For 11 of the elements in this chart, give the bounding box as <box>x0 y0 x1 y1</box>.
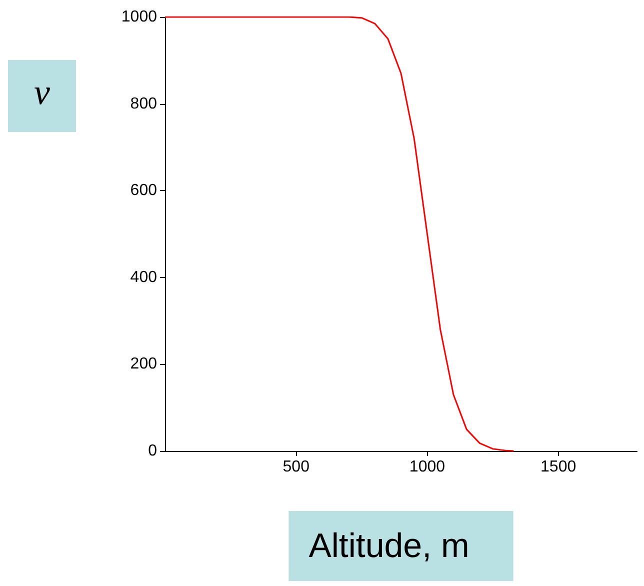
x-axis-title: Altitude, m <box>308 527 470 565</box>
y-tick-label: 200 <box>130 356 158 373</box>
y-tick-label: 0 <box>148 442 158 460</box>
x-tick-label: 1500 <box>540 458 576 476</box>
y-tick-label: 1000 <box>121 8 158 26</box>
x-tick-label: 500 <box>282 458 310 476</box>
y-tick-label: 600 <box>130 182 158 200</box>
y-tick-label: 400 <box>130 268 158 286</box>
y-tick-label: 800 <box>130 95 158 112</box>
x-tick-label: 1000 <box>409 458 446 476</box>
y-axis-title: ν <box>34 72 50 112</box>
